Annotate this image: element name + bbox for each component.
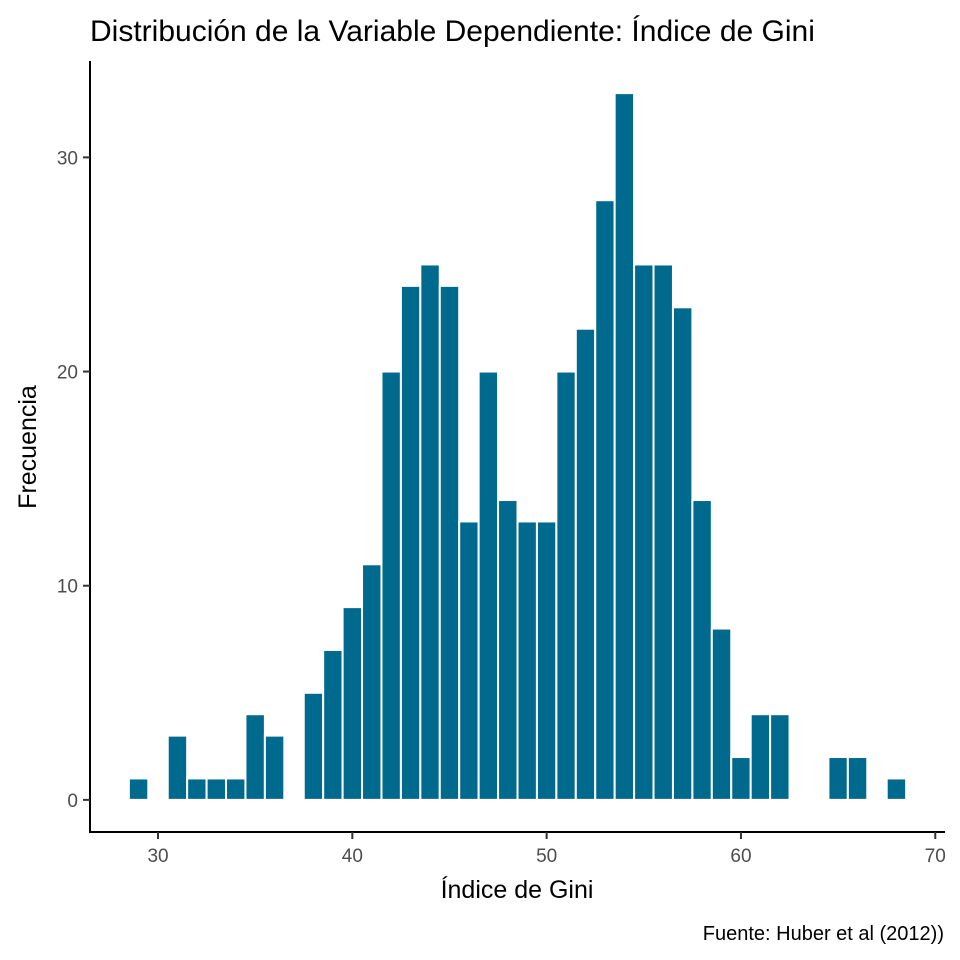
- x-axis-title: Índice de Gini: [441, 875, 594, 904]
- y-tick-label-0: 0: [67, 791, 78, 812]
- histogram-bar-43: [399, 284, 422, 801]
- chart-title: Distribución de la Variable Dependiente:…: [90, 15, 815, 48]
- histogram-bar-59: [710, 627, 733, 801]
- histogram-bar-29: [127, 777, 150, 801]
- x-tick-label-30: 30: [147, 846, 168, 867]
- chart-caption: Fuente: Huber et al (2012)): [703, 923, 944, 945]
- histogram-bar-62: [769, 713, 791, 801]
- histogram-bar-52: [574, 327, 597, 801]
- histogram-bar-40: [341, 606, 364, 801]
- x-axis-ticks: 30 40 50 60 70: [147, 832, 946, 867]
- x-tick-label-60: 60: [730, 846, 751, 867]
- histogram-bar-58: [691, 499, 713, 801]
- histogram-bar-38: [302, 691, 325, 801]
- histogram-bar-34: [225, 777, 247, 801]
- x-tick-label-70: 70: [925, 846, 946, 867]
- histogram-bar-55: [633, 263, 655, 801]
- histogram-bar-49: [516, 520, 538, 801]
- histogram-bar-68: [885, 777, 908, 801]
- histogram-bar-61: [749, 713, 772, 801]
- histogram-bar-65: [827, 756, 849, 801]
- y-tick-label-10: 10: [57, 577, 78, 598]
- x-tick-label-40: 40: [342, 846, 363, 867]
- histogram-bar-36: [263, 734, 286, 801]
- histogram-bar-42: [380, 370, 402, 801]
- y-tick-label-30: 30: [57, 148, 78, 169]
- histogram-bar-48: [497, 499, 519, 801]
- x-tick-label-50: 50: [536, 846, 557, 867]
- histogram-bar-54: [613, 92, 636, 801]
- histogram-bar-35: [244, 713, 266, 801]
- histogram-bar-66: [846, 756, 869, 801]
- histogram-bar-51: [555, 370, 577, 801]
- y-tick-label-20: 20: [57, 363, 78, 384]
- histogram-bars: [127, 92, 908, 801]
- histogram-bar-39: [322, 648, 344, 801]
- histogram-bar-44: [419, 263, 441, 801]
- y-axis-title: Frecuencia: [14, 385, 42, 509]
- histogram-bar-53: [594, 199, 616, 801]
- histogram-bar-45: [438, 284, 461, 801]
- histogram-bar-50: [535, 520, 558, 801]
- histogram-bar-56: [652, 263, 674, 801]
- histogram-bar-47: [477, 370, 500, 801]
- histogram-bar-57: [671, 306, 694, 801]
- histogram-bar-33: [205, 777, 228, 801]
- histogram-bar-60: [730, 756, 752, 801]
- histogram-bar-46: [458, 520, 480, 801]
- histogram-bar-31: [166, 734, 189, 801]
- y-axis-ticks: 0 10 20 30: [57, 148, 90, 812]
- histogram-bar-41: [361, 563, 383, 801]
- histogram-bar-32: [186, 777, 208, 801]
